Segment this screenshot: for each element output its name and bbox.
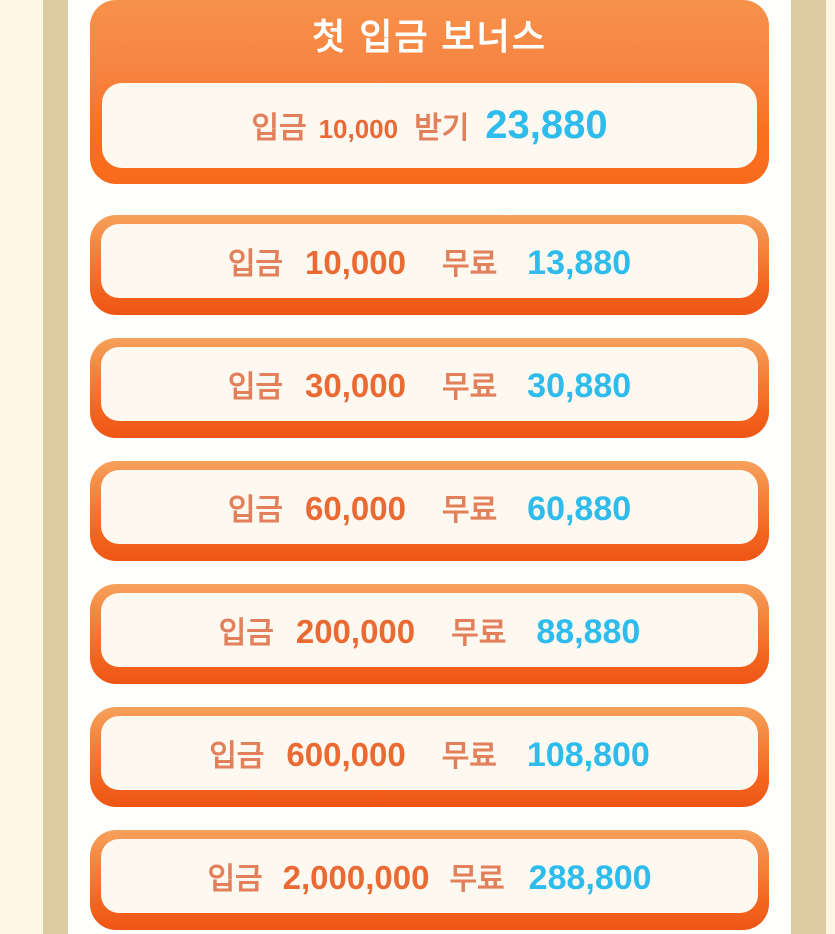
featured-bonus-amount: 23,880 — [485, 103, 608, 147]
deposit-amount: 200,000 — [295, 613, 416, 650]
bonus-tier-line: 입금 200,000 무료 88,880 — [219, 608, 641, 652]
bonus-tier-row[interactable]: 입금 60,000 무료 60,880 — [90, 461, 769, 561]
bonus-amount: 88,880 — [536, 613, 641, 651]
bonus-tier-line: 입금 10,000 무료 13,880 — [228, 239, 631, 283]
featured-deposit-amount: 10,000 — [318, 114, 399, 144]
deposit-label: 입금 — [209, 740, 265, 773]
free-label: 무료 — [441, 494, 498, 527]
bonus-amount: 108,800 — [526, 736, 650, 774]
featured-deposit-label: 입금 — [251, 112, 307, 145]
frame-stripe-left — [43, 0, 68, 934]
bonus-tier-pill: 입금 60,000 무료 60,880 — [101, 470, 758, 544]
bonus-amount: 60,880 — [527, 490, 632, 528]
deposit-label: 입금 — [218, 617, 274, 650]
first-deposit-bonus-header-card[interactable]: 첫 입금 보너스 입금 10,000 받기 23,880 — [90, 0, 769, 184]
free-label: 무료 — [451, 617, 507, 650]
free-label: 무료 — [441, 371, 498, 404]
content-panel: 첫 입금 보너스 입금 10,000 받기 23,880 입금 10,000 무… — [68, 0, 791, 934]
deposit-amount: 600,000 — [286, 736, 406, 773]
bonus-amount: 13,880 — [527, 244, 632, 282]
free-label: 무료 — [441, 248, 498, 281]
featured-bonus-line: 입금 10,000 받기 23,880 — [251, 103, 607, 148]
deposit-label: 입금 — [207, 863, 263, 896]
bonus-amount: 30,880 — [527, 367, 632, 405]
bonus-tier-pill: 입금 30,000 무료 30,880 — [101, 347, 758, 421]
bonus-tier-row[interactable]: 입금 200,000 무료 88,880 — [90, 584, 769, 684]
featured-claim-label: 받기 — [414, 112, 470, 145]
deposit-label: 입금 — [227, 371, 284, 404]
deposit-label: 입금 — [227, 248, 284, 281]
deposit-amount: 60,000 — [305, 490, 406, 527]
bonus-amount: 288,800 — [528, 859, 652, 897]
free-label: 무료 — [449, 863, 505, 896]
bonus-tier-pill: 입금 600,000 무료 108,800 — [101, 716, 758, 790]
deposit-amount: 30,000 — [305, 367, 406, 404]
frame-stripe-right — [791, 0, 826, 934]
bonus-tier-row[interactable]: 입금 30,000 무료 30,880 — [90, 338, 769, 438]
bonus-tier-line: 입금 30,000 무료 30,880 — [228, 362, 631, 406]
bonus-tier-list: 입금 10,000 무료 13,880 입금 30,000 무료 30,880 — [68, 215, 791, 934]
deposit-amount: 10,000 — [305, 244, 406, 281]
bonus-tier-row[interactable]: 입금 600,000 무료 108,800 — [90, 707, 769, 807]
bonus-tier-pill: 입금 200,000 무료 88,880 — [101, 593, 758, 667]
featured-bonus-pill[interactable]: 입금 10,000 받기 23,880 — [102, 83, 757, 168]
bonus-tier-line: 입금 600,000 무료 108,800 — [209, 731, 650, 775]
bonus-tier-pill: 입금 2,000,000 무료 288,800 — [101, 839, 758, 913]
bonus-tier-line: 입금 60,000 무료 60,880 — [228, 485, 631, 529]
bonus-tier-row[interactable]: 입금 2,000,000 무료 288,800 — [90, 830, 769, 930]
deposit-label: 입금 — [227, 494, 284, 527]
bonus-tier-pill: 입금 10,000 무료 13,880 — [101, 224, 758, 298]
page-title: 첫 입금 보너스 — [312, 16, 547, 57]
free-label: 무료 — [441, 740, 497, 773]
bonus-tier-line: 입금 2,000,000 무료 288,800 — [207, 854, 651, 898]
bonus-tier-row[interactable]: 입금 10,000 무료 13,880 — [90, 215, 769, 315]
deposit-amount: 2,000,000 — [282, 859, 430, 896]
